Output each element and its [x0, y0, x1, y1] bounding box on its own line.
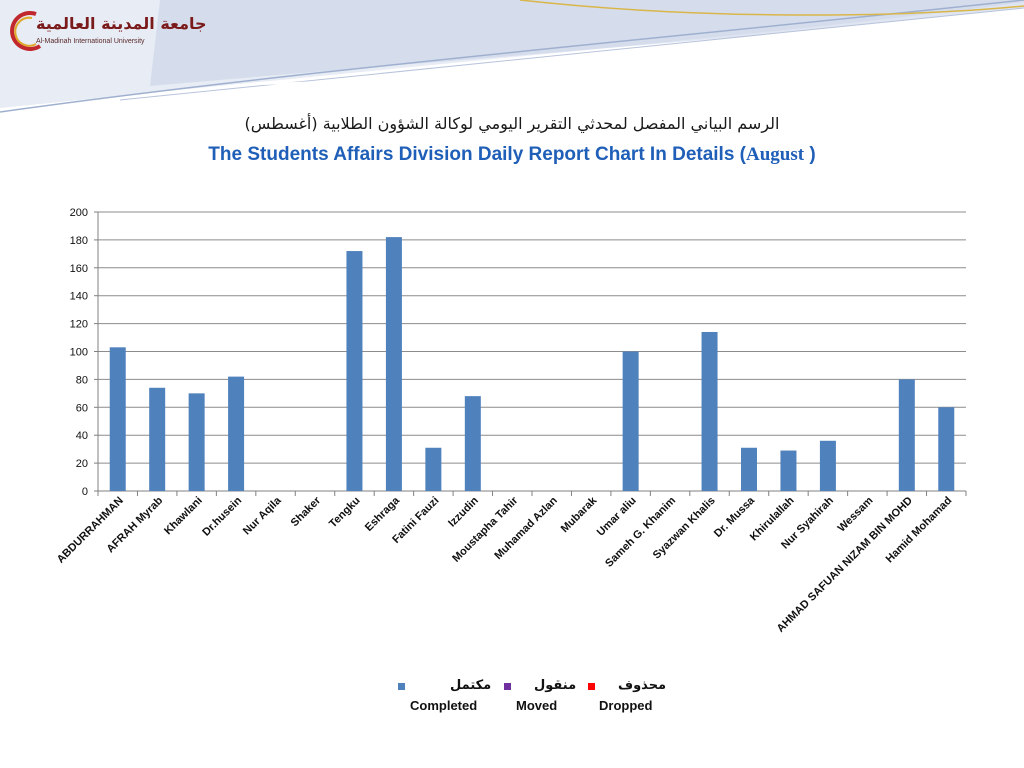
- y-tick-label: 40: [76, 430, 88, 442]
- bar-completed: [898, 379, 915, 491]
- bar-completed: [938, 407, 955, 491]
- logo-english-text: Al-Madinah International University: [36, 38, 145, 45]
- x-tick-label: Dr.husein: [200, 494, 244, 538]
- university-logo: جامعة المدينة العالمية Al-Madinah Intern…: [6, 8, 207, 52]
- bar-completed: [149, 387, 166, 491]
- y-tick-label: 80: [76, 374, 88, 386]
- bar-completed: [464, 396, 481, 491]
- x-tick-label: Tengku: [327, 495, 363, 531]
- x-tick-label: ABDURRAHMAN: [55, 495, 126, 566]
- x-tick-label: Sameh G. Khanim: [603, 494, 678, 569]
- y-tick-label: 20: [76, 458, 88, 470]
- bar-completed: [741, 447, 757, 491]
- legend-label-ar-moved: منقول: [534, 678, 577, 693]
- x-tick-label: Eshraga: [363, 494, 403, 534]
- x-tick-label: Izzudin: [446, 494, 481, 529]
- title-english-main: The Students Affairs Division Daily Repo…: [208, 144, 747, 165]
- bar-completed: [188, 393, 205, 491]
- x-tick-label: Nur Aqila: [241, 494, 284, 537]
- bar-completed: [346, 251, 363, 491]
- title-english-close: ): [804, 144, 816, 165]
- x-tick-label: Khawlani: [162, 495, 205, 538]
- legend-label-en-dropped: Dropped: [599, 698, 653, 713]
- header-swoosh-decoration: [0, 0, 1024, 113]
- page-title-english: The Students Affairs Division Daily Repo…: [0, 144, 1024, 166]
- y-tick-label: 0: [82, 486, 88, 498]
- legend-label-en-completed: Completed: [410, 698, 478, 713]
- legend-label-ar-completed: مكتمل: [450, 678, 492, 693]
- bar-completed: [425, 447, 442, 491]
- bar-completed: [780, 450, 797, 491]
- x-tick-label: Mubarak: [559, 494, 600, 535]
- legend-swatch-moved: [504, 683, 511, 690]
- x-tick-label: Shaker: [289, 494, 324, 529]
- y-tick-label: 60: [76, 402, 88, 414]
- logo-arabic-text: جامعة المدينة العالمية: [36, 14, 207, 33]
- bar-completed: [228, 376, 245, 491]
- y-tick-label: 140: [70, 291, 88, 303]
- bar-completed: [109, 347, 126, 491]
- x-tick-label: Hamid Mohamad: [884, 495, 955, 566]
- y-tick-label: 120: [70, 319, 88, 331]
- bar-completed: [819, 440, 836, 491]
- page-title-arabic: الرسم البياني المفصل لمحدثي التقرير اليو…: [244, 114, 780, 133]
- bar-completed: [622, 351, 639, 491]
- bar-completed: [701, 331, 718, 491]
- y-tick-label: 200: [70, 207, 88, 219]
- bar-completed: [385, 237, 402, 491]
- y-tick-label: 100: [70, 347, 88, 359]
- legend-label-ar-dropped: محذوف: [618, 678, 667, 693]
- x-tick-label: Moustapha Tahir: [450, 494, 521, 565]
- legend-label-en-moved: Moved: [516, 698, 558, 713]
- y-tick-label: 160: [70, 263, 88, 275]
- legend-swatch-completed: [398, 683, 405, 690]
- logo-emblem-icon: [10, 11, 42, 51]
- x-tick-label: Wessam: [836, 494, 876, 534]
- y-tick-label: 180: [70, 235, 88, 247]
- title-month: August: [746, 144, 805, 165]
- bar-chart: 020406080100120140160180200ABDURRAHMANAF…: [55, 207, 967, 635]
- legend-swatch-dropped: [588, 683, 595, 690]
